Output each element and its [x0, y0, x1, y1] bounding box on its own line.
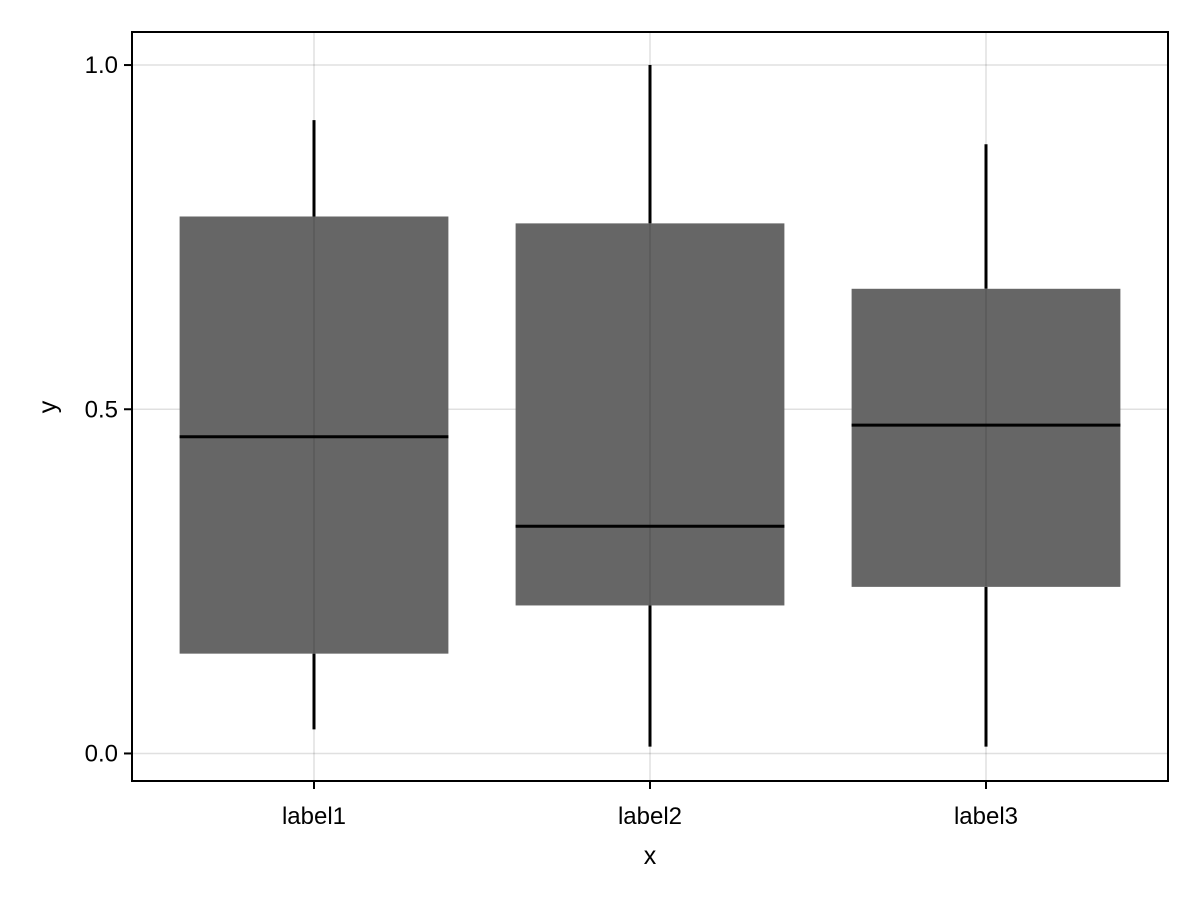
x-tick-label: label2: [618, 803, 682, 830]
x-tick-label: label1: [282, 803, 346, 830]
boxes-layer: [179, 65, 1121, 747]
y-tick-label: 0.0: [85, 740, 118, 767]
ticks-layer: 0.0 0.5 1.0 label1 label2 label3: [85, 52, 1018, 830]
x-tick-label: label3: [954, 803, 1018, 830]
box-label1: [179, 216, 449, 654]
x-axis-title: x: [644, 842, 657, 870]
box-label2: [515, 223, 785, 606]
box-label3: [851, 288, 1121, 587]
y-tick-label: 0.5: [85, 396, 118, 423]
y-tick-label: 1.0: [85, 52, 118, 79]
y-axis-title: y: [34, 400, 62, 413]
